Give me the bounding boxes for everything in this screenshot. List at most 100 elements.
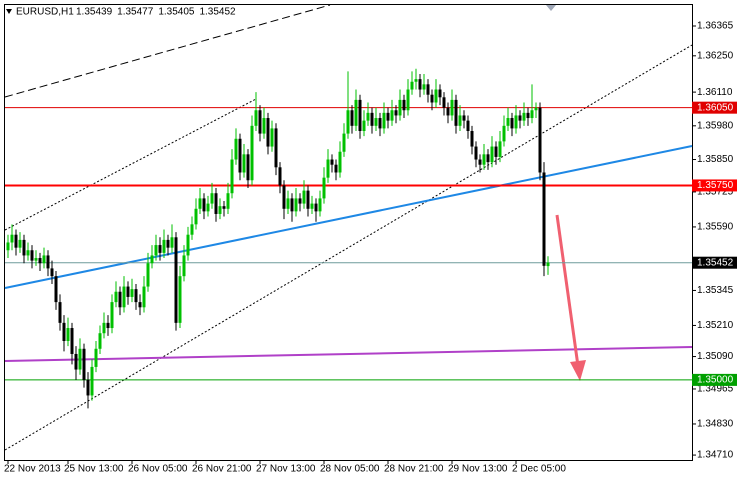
candle-body — [286, 198, 290, 209]
x-tick-label: 29 Nov 13:00 — [448, 464, 508, 475]
candle-body — [246, 154, 250, 181]
candle-body — [126, 286, 130, 297]
header-value: 1.35477 — [117, 7, 154, 18]
candle-body — [414, 79, 418, 82]
candle-body — [542, 172, 546, 266]
candle-body — [198, 198, 202, 209]
candle-body — [278, 167, 282, 186]
candle-body — [222, 206, 226, 209]
candle-body — [34, 258, 38, 261]
candle-body — [210, 193, 214, 204]
candle-body — [462, 115, 466, 121]
candle-body — [98, 333, 102, 349]
candle-body — [478, 159, 482, 165]
symbol-label: EURUSD,H1 — [16, 7, 74, 18]
price-level-box — [692, 256, 737, 269]
candle-body — [318, 198, 322, 212]
candle-body — [18, 239, 22, 248]
candle-body — [90, 366, 94, 396]
candle-body — [274, 128, 278, 168]
candle-body — [94, 348, 98, 367]
candle-body — [46, 255, 50, 269]
x-tick-label: 2 Dec 05:00 — [512, 464, 566, 475]
candle-body — [378, 118, 382, 129]
candle-body — [298, 198, 302, 204]
candle-body — [418, 79, 422, 90]
candle-body — [66, 328, 70, 341]
candle-body — [22, 239, 26, 256]
x-tick-label: 26 Nov 21:00 — [192, 464, 252, 475]
candle-body — [422, 84, 426, 90]
candle-body — [258, 110, 262, 134]
candle-body — [70, 328, 74, 354]
y-tick-label: 1.34965 — [697, 384, 734, 395]
candle-body — [106, 322, 110, 329]
candle-body — [266, 118, 270, 147]
candle-body — [178, 276, 182, 323]
y-tick-label: 1.35090 — [697, 351, 734, 362]
candle-body — [242, 154, 246, 173]
candle-body — [374, 118, 378, 126]
candle-body — [50, 268, 54, 277]
price-level-box — [692, 373, 737, 386]
header-value: 1.35405 — [158, 7, 195, 18]
price-level-box — [692, 101, 737, 114]
candle-body — [118, 291, 122, 308]
y-tick-label: 1.35725 — [697, 187, 734, 198]
plot-frame — [4, 4, 693, 461]
candle-body — [38, 258, 42, 264]
candle-body — [334, 164, 338, 173]
candle-body — [474, 146, 478, 160]
candle-body — [458, 115, 462, 126]
candle-body — [470, 131, 474, 147]
forecast-arrow-head — [570, 360, 586, 381]
candle-body — [202, 198, 206, 212]
candle-body — [166, 239, 170, 248]
candle-body — [514, 115, 518, 129]
x-tick-label: 22 Nov 2013 — [4, 464, 61, 475]
candle-body — [146, 263, 150, 287]
candle-body — [354, 99, 358, 126]
candle-body — [450, 99, 454, 116]
candle-body — [270, 128, 274, 147]
axes: 1.36365 1.36250 1.36110 1.35980 1.35850 1.357… — [4, 21, 737, 475]
candle-body — [426, 84, 430, 95]
dashed-trend-line — [4, 4, 331, 98]
candle-body — [546, 262, 550, 267]
y-tick-label: 1.36365 — [697, 21, 734, 32]
candle-body — [326, 159, 330, 178]
candle-body — [330, 159, 334, 165]
y-tick-label: 1.36110 — [697, 87, 733, 98]
candle-body — [410, 81, 414, 90]
candle-body — [382, 112, 386, 129]
candle-body — [62, 322, 66, 341]
candle-body — [154, 245, 158, 256]
candle-body — [390, 110, 394, 121]
candle-body — [430, 94, 434, 103]
price-level-label: 1.36050 — [697, 102, 734, 113]
candle-body — [490, 146, 494, 163]
candle-body — [406, 89, 410, 111]
price-level-label: 1.35000 — [697, 375, 734, 386]
candle-body — [362, 120, 366, 131]
candle-body — [290, 198, 294, 212]
candle-body — [190, 224, 194, 235]
channel-upper-line — [4, 98, 257, 231]
candle-body — [402, 99, 406, 111]
candle-body — [398, 99, 402, 116]
candle-body — [282, 185, 286, 209]
candle-body — [142, 286, 146, 308]
candle-body — [134, 289, 138, 303]
candle-body — [158, 245, 162, 253]
candle-body — [174, 237, 178, 323]
blue-trend-line — [4, 145, 693, 289]
candle-body — [438, 89, 442, 98]
candle-body — [250, 125, 254, 181]
y-tick-label: 1.35345 — [697, 285, 734, 296]
candle-body — [302, 190, 306, 204]
candle-body — [502, 125, 506, 142]
candle-body — [394, 110, 398, 116]
purple-trend-line — [4, 346, 693, 362]
